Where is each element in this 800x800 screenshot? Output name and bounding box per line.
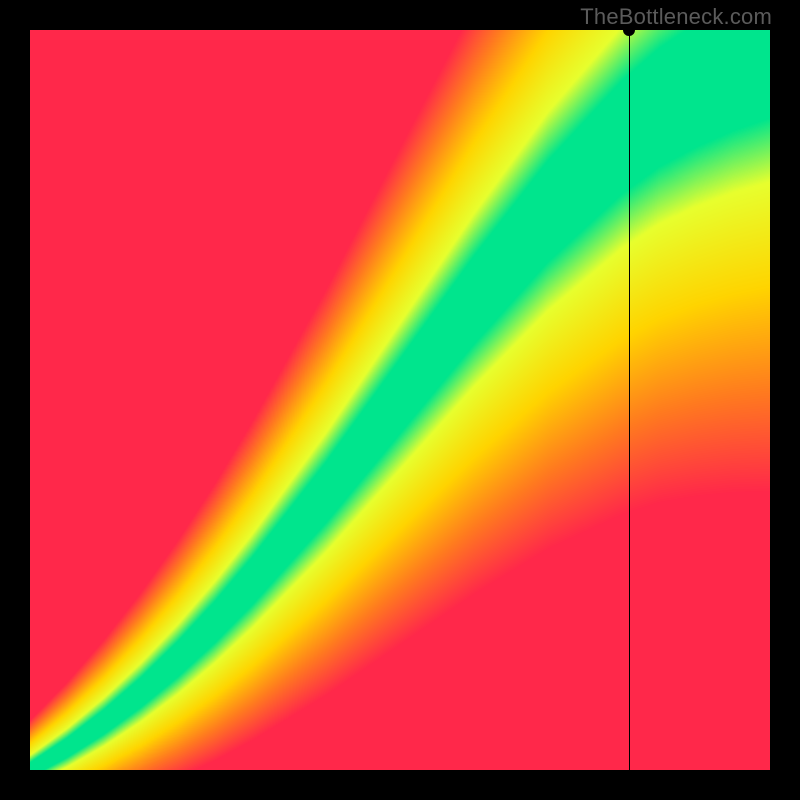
plot-area — [30, 30, 770, 770]
marker-vertical-line — [629, 30, 630, 770]
watermark-text: TheBottleneck.com — [580, 4, 772, 30]
marker-dot — [623, 24, 635, 36]
chart-container: TheBottleneck.com — [0, 0, 800, 800]
heatmap-canvas — [30, 30, 770, 770]
